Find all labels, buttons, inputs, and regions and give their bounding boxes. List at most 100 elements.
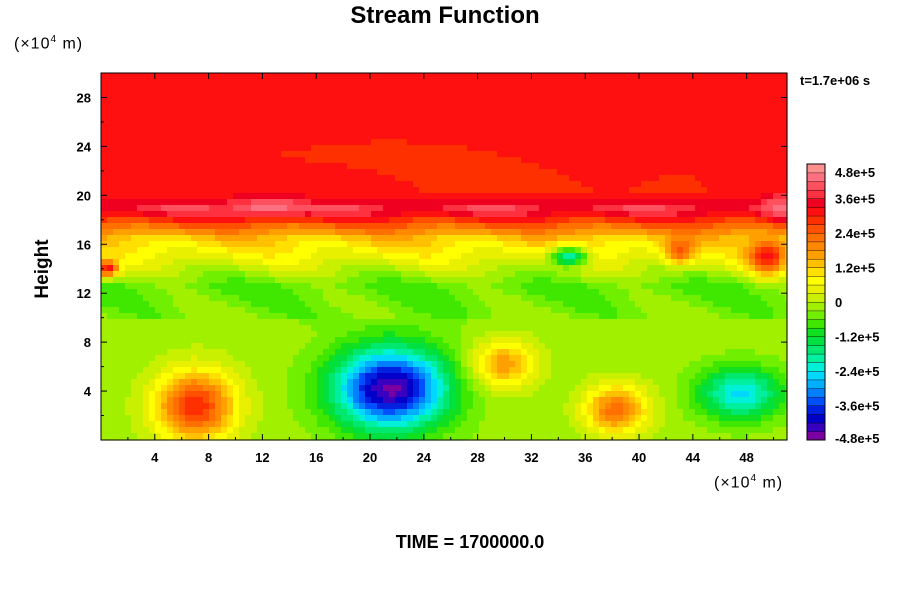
field-cell <box>605 277 612 284</box>
field-cell <box>653 175 660 182</box>
field-cell <box>515 283 522 290</box>
field-cell <box>611 121 618 128</box>
field-cell <box>581 139 588 146</box>
field-cell <box>749 163 756 170</box>
field-cell <box>269 145 276 152</box>
field-cell <box>227 223 234 230</box>
field-cell <box>581 115 588 122</box>
field-cell <box>659 325 666 332</box>
field-cell <box>467 73 474 80</box>
field-cell <box>299 211 306 218</box>
field-cell <box>605 265 612 272</box>
field-cell <box>779 169 786 176</box>
field-cell <box>467 91 474 98</box>
field-cell <box>251 283 258 290</box>
field-cell <box>569 247 576 254</box>
field-cell <box>455 199 462 206</box>
field-cell <box>161 79 168 86</box>
field-cell <box>719 187 726 194</box>
field-cell <box>773 145 780 152</box>
field-cell <box>551 139 558 146</box>
field-cell <box>695 211 702 218</box>
field-cell <box>263 103 270 110</box>
field-cell <box>101 181 108 188</box>
field-cell <box>155 139 162 146</box>
field-cell <box>299 121 306 128</box>
field-cell <box>155 235 162 242</box>
field-cell <box>131 325 138 332</box>
field-cell <box>275 109 282 116</box>
field-cell <box>365 73 372 80</box>
field-cell <box>131 79 138 86</box>
field-cell <box>617 199 624 206</box>
field-cell <box>251 199 258 206</box>
field-cell <box>131 265 138 272</box>
field-cell <box>107 283 114 290</box>
field-cell <box>455 163 462 170</box>
field-cell <box>317 139 324 146</box>
field-cell <box>179 151 186 158</box>
field-cell <box>431 301 438 308</box>
field-cell <box>683 247 690 254</box>
field-cell <box>107 265 114 272</box>
field-cell <box>233 169 240 176</box>
field-cell <box>209 277 216 284</box>
field-cell <box>731 301 738 308</box>
field-cell <box>239 163 246 170</box>
field-cell <box>323 97 330 104</box>
field-cell <box>179 253 186 260</box>
field-cell <box>779 229 786 236</box>
field-cell <box>611 73 618 80</box>
field-cell <box>563 241 570 248</box>
field-cell <box>365 211 372 218</box>
field-cell <box>197 289 204 296</box>
field-cell <box>785 199 788 206</box>
field-cell <box>779 97 786 104</box>
field-cell <box>155 271 162 278</box>
field-cell <box>191 145 198 152</box>
field-cell <box>257 157 264 164</box>
field-cell <box>701 295 708 302</box>
field-cell <box>359 283 366 290</box>
field-cell <box>509 271 516 278</box>
field-cell <box>749 319 756 326</box>
field-cell <box>563 169 570 176</box>
field-cell <box>383 265 390 272</box>
field-cell <box>581 157 588 164</box>
field-cell <box>443 217 450 224</box>
field-cell <box>335 79 342 86</box>
field-cell <box>659 121 666 128</box>
field-cell <box>305 229 312 236</box>
field-cell <box>317 121 324 128</box>
field-cell <box>635 247 642 254</box>
field-cell <box>335 187 342 194</box>
field-cell <box>131 295 138 302</box>
field-cell <box>191 235 198 242</box>
field-cell <box>545 301 552 308</box>
field-cell <box>317 313 324 320</box>
field-cell <box>491 313 498 320</box>
field-cell <box>641 133 648 140</box>
field-cell <box>779 295 786 302</box>
field-cell <box>401 163 408 170</box>
field-cell <box>155 241 162 248</box>
field-cell <box>701 307 708 314</box>
field-cell <box>287 325 294 332</box>
field-cell <box>695 325 702 332</box>
field-cell <box>557 265 564 272</box>
field-cell <box>209 109 216 116</box>
field-cell <box>587 79 594 86</box>
field-cell <box>545 91 552 98</box>
field-cell <box>707 163 714 170</box>
field-cell <box>269 103 276 110</box>
field-cell <box>767 115 774 122</box>
field-cell <box>251 169 258 176</box>
field-cell <box>161 223 168 230</box>
field-cell <box>743 313 750 320</box>
field-cell <box>695 241 702 248</box>
field-cell <box>233 187 240 194</box>
field-cell <box>161 157 168 164</box>
field-cell <box>167 85 174 92</box>
field-cell <box>299 235 306 242</box>
field-cell <box>485 319 492 326</box>
